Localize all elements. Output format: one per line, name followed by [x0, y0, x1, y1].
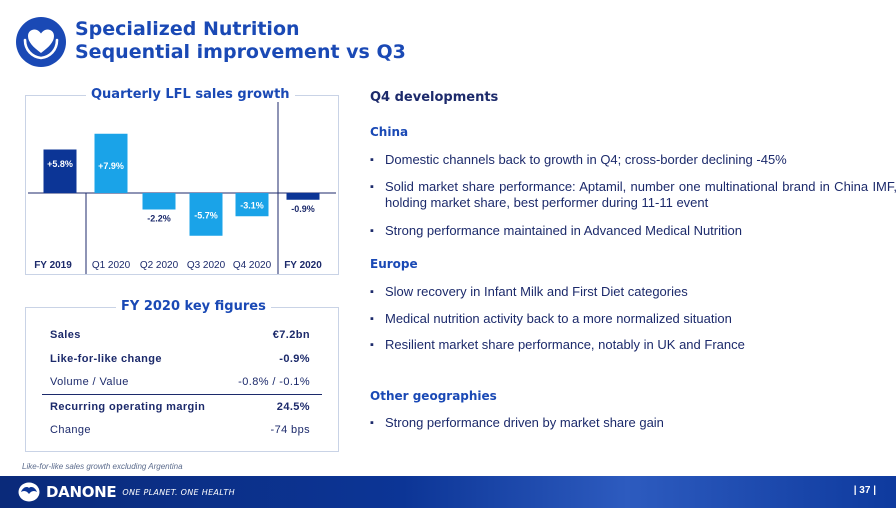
bullet-item: Solid market share performance: Aptamil,…	[370, 179, 896, 211]
bar-q4-2020	[235, 193, 269, 217]
bar-q1-2020	[94, 133, 128, 193]
kf-value: -0.8% / -0.1%	[238, 376, 310, 388]
x-tick-label: Q1 2020	[92, 260, 131, 271]
footer-bar: DANONE ONE PLANET. ONE HEALTH | 37 |	[0, 476, 896, 508]
bullet-item: Strong performance maintained in Advance…	[370, 223, 896, 239]
heart-in-hands-icon	[16, 17, 66, 67]
developments-heading: Q4 developments	[370, 90, 499, 105]
section-title-europe: Europe	[370, 257, 418, 271]
kf-row-change: Change -74 bps	[50, 424, 310, 436]
key-figures-title: FY 2020 key figures	[116, 299, 271, 314]
chart-panel: +5.8% FY 2019 +7.9% Q1 2020 -2.2% Q2 2020 -5.7…	[25, 87, 339, 275]
data-label: -0.9%	[291, 204, 315, 214]
kf-divider	[42, 394, 322, 395]
title-line-2: Sequential improvement vs Q3	[75, 41, 406, 63]
brand-name: DANONE	[46, 483, 117, 501]
lfl-bar-chart: +5.8% FY 2019 +7.9% Q1 2020 -2.2% Q2 2020 -5.7…	[28, 96, 336, 274]
section-title-other: Other geographies	[370, 389, 497, 403]
data-label: +5.8%	[47, 159, 73, 169]
data-label: -3.1%	[240, 201, 264, 211]
kf-value: €7.2bn	[272, 329, 310, 341]
kf-row-margin: Recurring operating margin 24.5%	[50, 401, 310, 413]
page-number-value: 37	[859, 485, 871, 496]
danone-emblem-icon	[18, 482, 40, 502]
bullet-item: Resilient market share performance, nota…	[370, 337, 896, 353]
kf-label: Sales	[50, 329, 81, 341]
brand-tagline: ONE PLANET. ONE HEALTH	[122, 487, 235, 497]
bar-q2-2020	[142, 193, 176, 210]
x-tick-label: Q2 2020	[140, 260, 179, 271]
page-number: | 37 |	[853, 485, 876, 496]
kf-row-lfl: Like-for-like change -0.9%	[50, 353, 310, 365]
kf-label: Recurring operating margin	[50, 401, 206, 413]
danone-logo: DANONE ONE PLANET. ONE HEALTH	[18, 482, 235, 502]
x-tick-label: Q4 2020	[233, 260, 272, 271]
bar-fy-2019	[43, 149, 77, 193]
data-label: -5.7%	[194, 210, 218, 220]
data-label: -2.2%	[147, 214, 171, 224]
bullet-item: Slow recovery in Infant Milk and First D…	[370, 284, 896, 300]
x-tick-label: FY 2019	[34, 260, 72, 271]
bullet-item: Medical nutrition activity back to a mor…	[370, 311, 896, 327]
page-title: Specialized Nutrition Sequential improve…	[75, 18, 406, 64]
bullet-item: Domestic channels back to growth in Q4; …	[370, 152, 896, 168]
x-tick-label: Q3 2020	[187, 260, 226, 271]
kf-row-volume-value: Volume / Value -0.8% / -0.1%	[50, 376, 310, 388]
kf-label: Volume / Value	[50, 376, 129, 388]
kf-value: -74 bps	[270, 424, 310, 436]
section-title-china: China	[370, 125, 409, 139]
data-label: +7.9%	[98, 161, 124, 171]
x-tick-label: FY 2020	[284, 260, 322, 271]
bar-q3-2020	[189, 193, 223, 236]
chart-title: Quarterly LFL sales growth	[86, 87, 295, 102]
kf-row-sales: Sales €7.2bn	[50, 329, 310, 341]
kf-value: 24.5%	[276, 401, 310, 413]
footnote: Like-for-like sales growth excluding Arg…	[22, 462, 183, 471]
title-line-1: Specialized Nutrition	[75, 18, 300, 40]
kf-value: -0.9%	[279, 353, 310, 365]
kf-label: Change	[50, 424, 91, 436]
bar-fy-2020	[286, 193, 320, 200]
key-figures-panel: FY 2020 key figures Sales €7.2bn Like-fo…	[25, 299, 339, 452]
bullet-item: Strong performance driven by market shar…	[370, 415, 896, 431]
kf-label: Like-for-like change	[50, 353, 162, 365]
